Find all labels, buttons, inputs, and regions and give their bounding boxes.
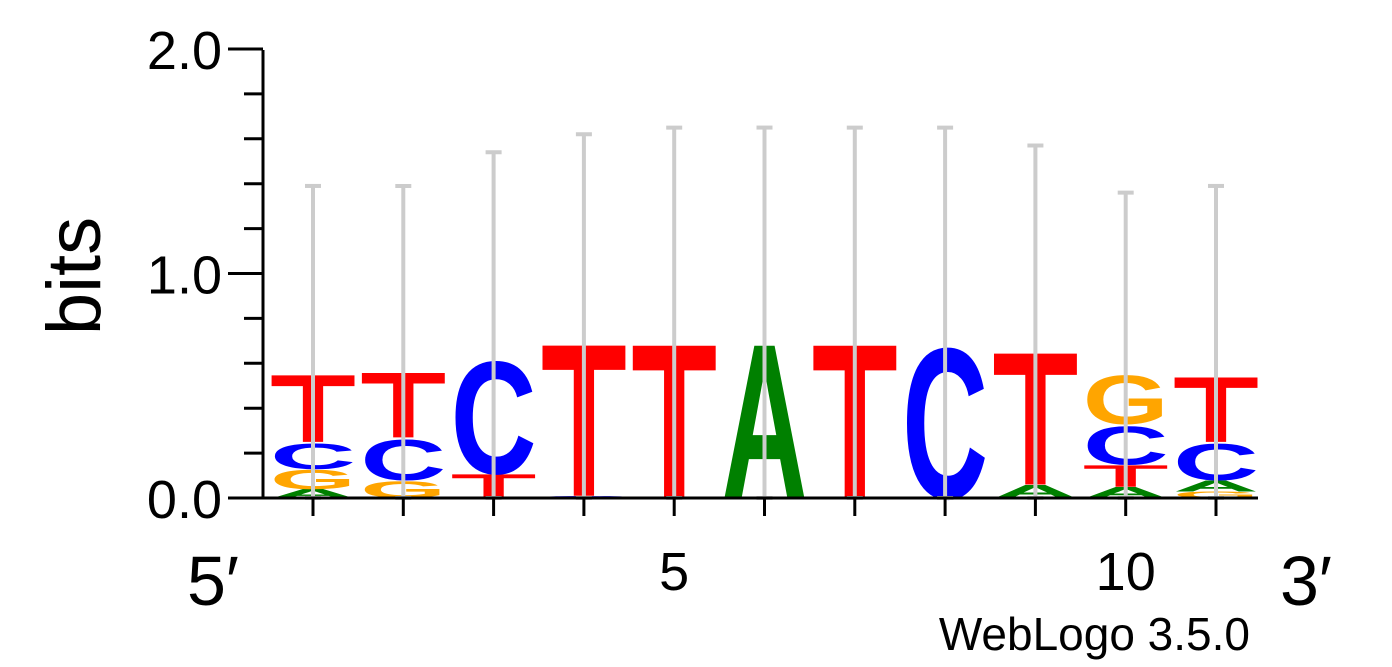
y-tick-label: 1.0	[147, 246, 222, 306]
y-tick-label: 0.0	[147, 470, 222, 530]
y-tick-label: 2.0	[147, 21, 222, 81]
x-tick-label: 5	[659, 542, 689, 602]
y-axis-ticks: 0.0 1.0 2.0	[147, 21, 263, 530]
x-tick-label: 10	[1096, 542, 1156, 602]
x-axis-ticks: 5 10	[313, 498, 1216, 602]
y-axis-label: bits	[32, 217, 117, 335]
weblogo-credit: WebLogo 3.5.0	[939, 608, 1250, 660]
three-prime-label: 3′	[1280, 542, 1332, 620]
five-prime-label: 5′	[187, 542, 239, 620]
